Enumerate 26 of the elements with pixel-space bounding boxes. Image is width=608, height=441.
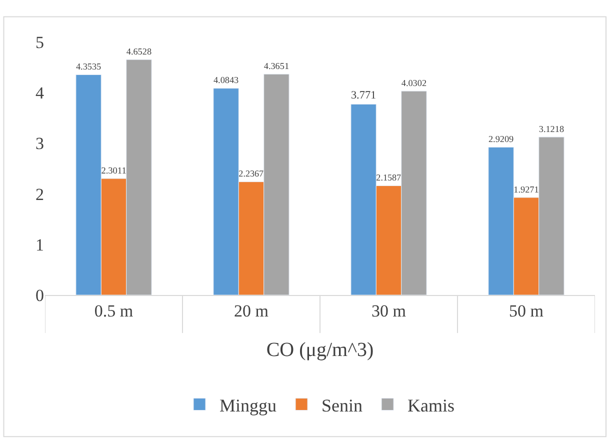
x-tick-label: 0.5 m <box>94 301 134 320</box>
data-label: 4.3535 <box>76 62 102 72</box>
data-label: 2.2367 <box>238 168 264 179</box>
y-tick-label: 1 <box>36 235 44 254</box>
data-label: 4.6528 <box>126 46 152 56</box>
y-tick-label: 5 <box>36 32 44 52</box>
legend-label: Minggu <box>220 395 277 416</box>
data-label: 4.0302 <box>401 78 427 88</box>
data-label: 3.771 <box>350 90 376 102</box>
data-label: 4.0843 <box>213 75 240 86</box>
x-tick-label: 20 m <box>234 301 268 320</box>
y-tick-label: 3 <box>36 134 44 154</box>
y-tick-label: 2 <box>36 184 44 204</box>
x-tick-label: 30 m <box>372 301 406 320</box>
x-tick-label: 50 m <box>509 301 544 320</box>
data-label: 2.1587 <box>376 172 402 183</box>
y-tick-label: 0 <box>36 286 44 305</box>
data-label: 1.9271 <box>514 184 540 194</box>
legend-label: Senin <box>322 395 363 416</box>
y-tick-label: 4 <box>36 84 44 103</box>
legend-label: Kamis <box>408 395 455 416</box>
data-label: 4.3651 <box>264 60 290 71</box>
data-label: 2.3011 <box>101 166 127 176</box>
data-label: 2.9209 <box>488 134 514 144</box>
data-label: 3.1218 <box>538 124 564 134</box>
x-axis-title: CO (μg/m^3) <box>266 338 374 361</box>
